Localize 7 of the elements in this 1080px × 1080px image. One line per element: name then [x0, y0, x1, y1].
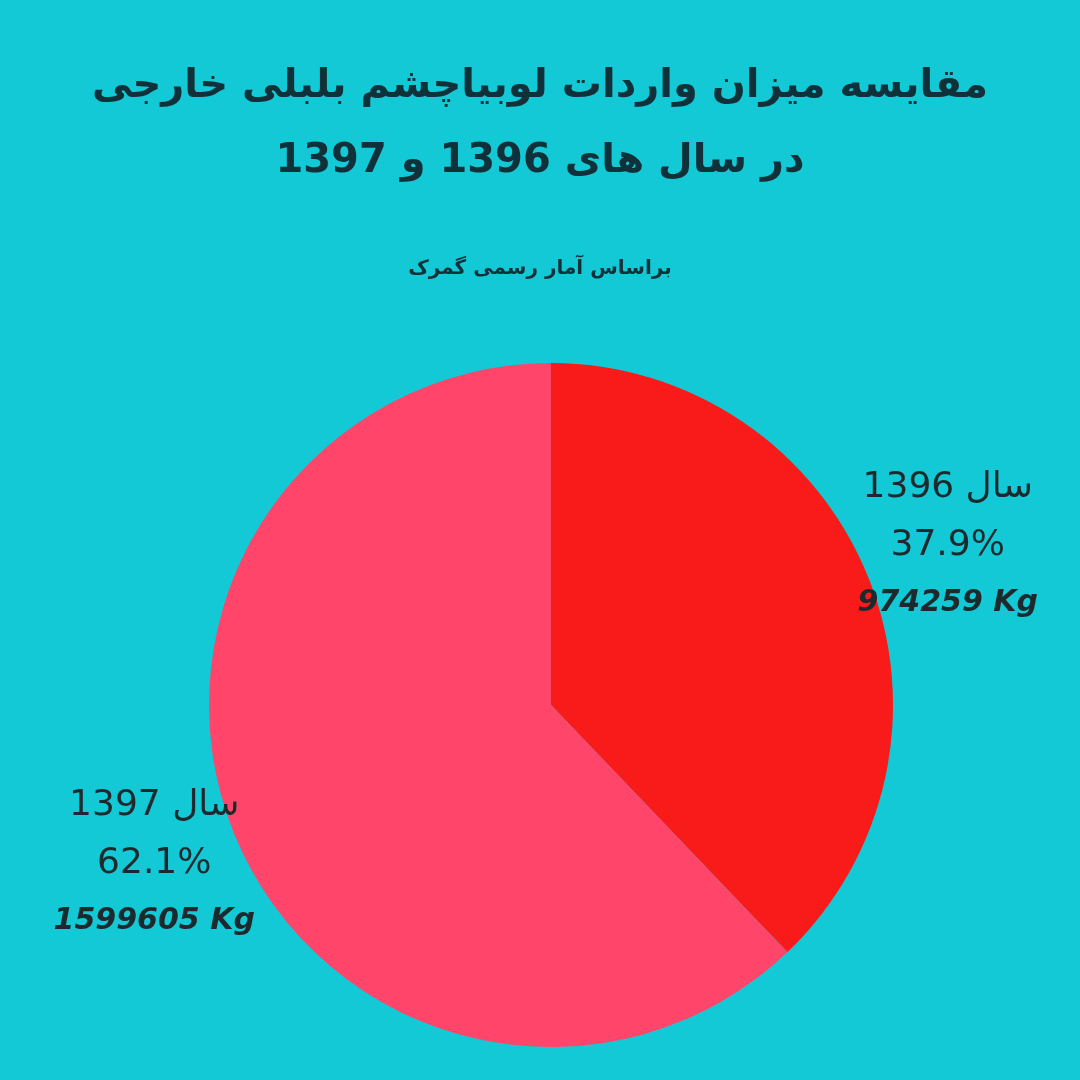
text: 37.9% — [890, 521, 1005, 563]
text: 62.1% — [97, 840, 212, 882]
chart-subtitle: براساس آمار رسمی گمرک — [408, 254, 672, 279]
text: در سال های 1396 و 1397 — [275, 135, 805, 181]
data-label: 1599605 Kg — [53, 901, 255, 937]
text: مقایسه میزان واردات لوبیاچشم بلبلی خارجی — [91, 60, 989, 106]
slice-label: سال 1396 — [862, 463, 1033, 505]
